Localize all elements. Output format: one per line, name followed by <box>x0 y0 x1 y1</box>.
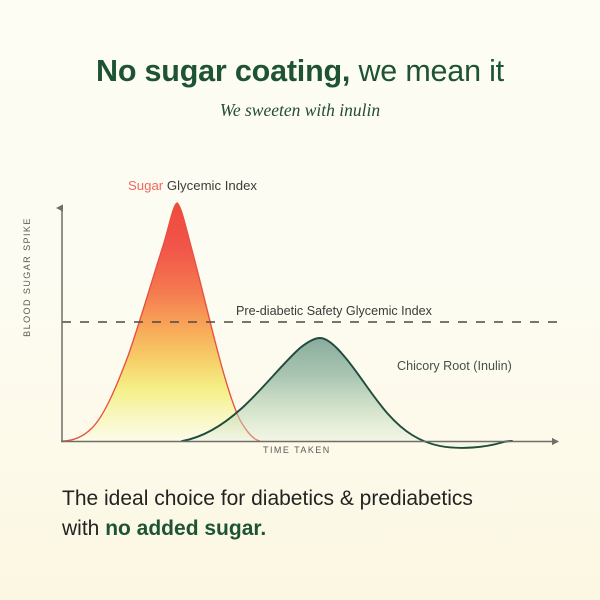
sugar-curve-label-accent: Sugar <box>128 178 164 193</box>
headline-light-part: we mean it <box>350 54 504 88</box>
inulin-curve-label: Chicory Root (Inulin) <box>397 359 512 373</box>
glycemic-index-chart: BLOOD SUGAR SPIKE TIME TAKEN Sugar Glyce… <box>0 170 600 470</box>
x-axis-label: TIME TAKEN <box>263 445 331 455</box>
footer-line-2-prefix: with <box>62 516 106 540</box>
sugar-curve-label-rest: Glycemic Index <box>163 178 258 193</box>
footer-line-2-accent: no added sugar. <box>105 516 267 540</box>
footer-block: The ideal choice for diabetics & prediab… <box>62 484 562 544</box>
chart-svg <box>56 202 561 449</box>
sugar-curve-label: Sugar Glycemic Index <box>128 178 257 193</box>
headline-bold-part: No sugar coating, <box>96 54 351 88</box>
footer-line-2: with no added sugar. <box>62 514 562 544</box>
page-title: No sugar coating, we mean it <box>0 54 600 88</box>
inulin-curve-stroke <box>181 337 513 449</box>
y-axis-label: BLOOD SUGAR SPIKE <box>22 217 32 337</box>
footer-line-1: The ideal choice for diabetics & prediab… <box>62 487 473 510</box>
threshold-label: Pre-diabetic Safety Glycemic Index <box>236 304 432 318</box>
header-block: No sugar coating, we mean it We sweeten … <box>0 54 600 121</box>
inulin-area-path <box>182 338 512 448</box>
page-subtitle: We sweeten with inulin <box>219 100 381 121</box>
sugar-curve-stroke <box>61 202 261 442</box>
